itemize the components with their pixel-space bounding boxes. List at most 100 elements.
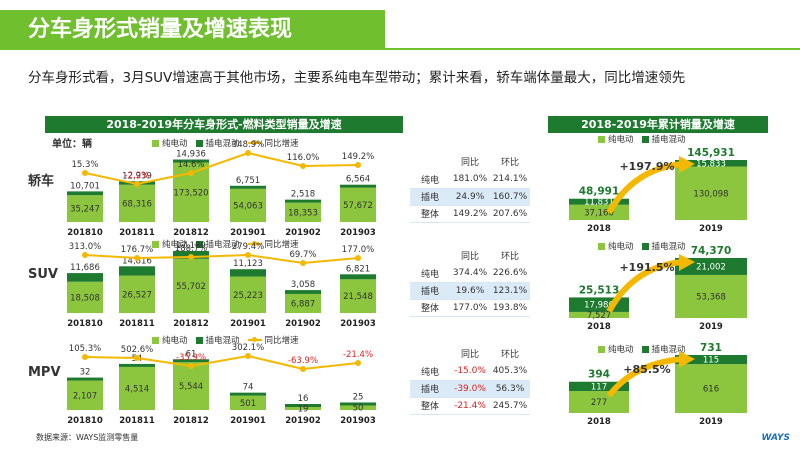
- legend-cum-sedan: 纯电动 插电混动: [598, 133, 686, 145]
- bar-bev: [119, 275, 155, 313]
- bar-label-phev: 74: [243, 383, 254, 393]
- x-tick-label: 2018: [587, 224, 611, 234]
- table-cell: 374.4%: [450, 265, 490, 283]
- growth-arrow: [606, 356, 684, 398]
- bar-label-phev: 6,821: [346, 264, 370, 274]
- bar-label-phev: 6,751: [236, 176, 260, 186]
- cum-total: 394: [588, 369, 610, 381]
- legend-bev: 纯电动: [608, 345, 634, 355]
- cum-growth-label: +197.9%: [619, 160, 674, 173]
- bar-label-phev: 11,686: [70, 263, 100, 273]
- growth-label: 15.3%: [71, 160, 98, 170]
- growth-label: 69.7%: [289, 250, 316, 260]
- table-cell: 56.3%: [490, 380, 530, 398]
- growth-point: [245, 252, 251, 258]
- growth-label: 149.2%: [342, 152, 374, 162]
- cum-label-phev: 15,833: [696, 159, 726, 169]
- cum-total: 145,931: [687, 147, 735, 159]
- bar-label-bev: 5,544: [179, 382, 203, 392]
- bar-label-bev: 501: [240, 399, 256, 409]
- legend-phev: 插电混动: [205, 336, 240, 346]
- growth-label: 116.0%: [287, 153, 319, 163]
- growth-point: [245, 150, 251, 156]
- bar-label-bev: 21,548: [343, 292, 373, 302]
- cum-bar-phev: [569, 381, 629, 392]
- cum-growth-label: +85.5%: [623, 363, 670, 376]
- cum-label-phev: 21,002: [696, 262, 726, 272]
- bar-label-phev: 32: [80, 368, 91, 378]
- bar-label-bev: 25,223: [233, 291, 263, 301]
- table-cell: 226.6%: [490, 265, 530, 283]
- growth-point: [188, 363, 194, 369]
- growth-point: [188, 170, 194, 176]
- unit-label: 单位：辆: [52, 139, 92, 150]
- bar-label-bev: 68,316: [122, 199, 152, 209]
- growth-table-mpv: 同比 环比 纯电 -15.0% 405.3% 插电 -39.0% 56.3% 整体 -21.…: [410, 344, 530, 415]
- x-tick-label: 201811: [119, 319, 155, 329]
- cum-bar-phev: [675, 355, 747, 365]
- growth-swatch: [247, 139, 262, 145]
- growth-label: -21.4%: [343, 350, 373, 360]
- page-title: 分车身形式销量及增速表现: [0, 10, 385, 50]
- legend-growth: 同比增速: [264, 240, 299, 250]
- bar-label-phev: 3,058: [291, 280, 315, 290]
- cum-label-bev: 53,368: [696, 292, 726, 302]
- bev-swatch: [598, 135, 605, 143]
- x-tick-label: 201901: [230, 416, 266, 426]
- col-mom: 环比: [500, 158, 519, 168]
- legend-phev: 插电混动: [205, 139, 240, 149]
- cum-label-bev: 130,098: [693, 189, 728, 199]
- bar-phev: [230, 392, 266, 396]
- bar-bev: [119, 184, 155, 222]
- phev-swatch: [641, 242, 649, 250]
- bar-phev: [173, 159, 209, 163]
- table-cell: 123.1%: [490, 282, 530, 300]
- table-cell: -15.0%: [450, 363, 490, 381]
- growth-label: -2.2%: [125, 171, 150, 181]
- x-tick-label: 201903: [340, 319, 376, 329]
- legend-cum-suv: 纯电动 插电混动: [598, 240, 686, 252]
- cum-label-bev: 37,160: [584, 208, 614, 218]
- growth-label: 502.6%: [121, 345, 153, 355]
- legend-bev: 纯电动: [162, 336, 188, 346]
- phev-swatch: [641, 135, 649, 143]
- bev-swatch: [152, 240, 159, 248]
- bar-bev: [119, 366, 155, 410]
- bar-label-bev: 4,514: [125, 384, 149, 394]
- growth-arrow-head: [679, 351, 695, 368]
- page-subtitle: 分车身形式看，3月SUV增速高于其他市场，主要系纯电车型带动；累计来看，轿车端体…: [28, 70, 686, 86]
- bar-label-bev: 35,247: [70, 205, 100, 215]
- bar-bev: [67, 281, 103, 313]
- bar-bev: [340, 279, 376, 313]
- bar-label-bev: 54,063: [233, 201, 263, 211]
- table-cell: 207.6%: [490, 205, 530, 223]
- bar-label-bev: 50: [353, 404, 364, 414]
- bar-phev: [285, 290, 321, 294]
- cum-label-phev: 117: [591, 382, 607, 392]
- bar-label-phev: 14,816: [122, 256, 152, 266]
- cum-total: 731: [700, 342, 722, 354]
- phev-swatch: [195, 336, 203, 344]
- bar-bev: [285, 202, 321, 222]
- cum-bar-phev: [675, 160, 747, 167]
- table-row-label: 纯电: [410, 171, 450, 189]
- cum-growth-label: +191.5%: [619, 261, 674, 274]
- growth-arrow: [606, 259, 684, 313]
- table-cell: 193.8%: [490, 299, 530, 317]
- x-tick-label: 2018: [587, 417, 611, 427]
- x-tick-label: 201811: [119, 416, 155, 426]
- legend-bev: 纯电动: [608, 135, 634, 145]
- cum-label-phev: 17,986: [584, 301, 614, 311]
- growth-point: [355, 255, 361, 261]
- table-row-label: 插电: [410, 188, 450, 206]
- legend-suv: 纯电动 插电混动 同比增速: [152, 238, 299, 250]
- table-cell: 177.0%: [450, 299, 490, 317]
- legend-bev: 纯电动: [162, 139, 188, 149]
- title-underline: [385, 48, 800, 50]
- table-row-label: 插电: [410, 380, 450, 398]
- legend-bev: 纯电动: [162, 240, 188, 250]
- legend-phev: 插电混动: [205, 240, 240, 250]
- bar-label-phev: 25: [353, 392, 364, 402]
- cum-label-bev: 277: [591, 398, 607, 408]
